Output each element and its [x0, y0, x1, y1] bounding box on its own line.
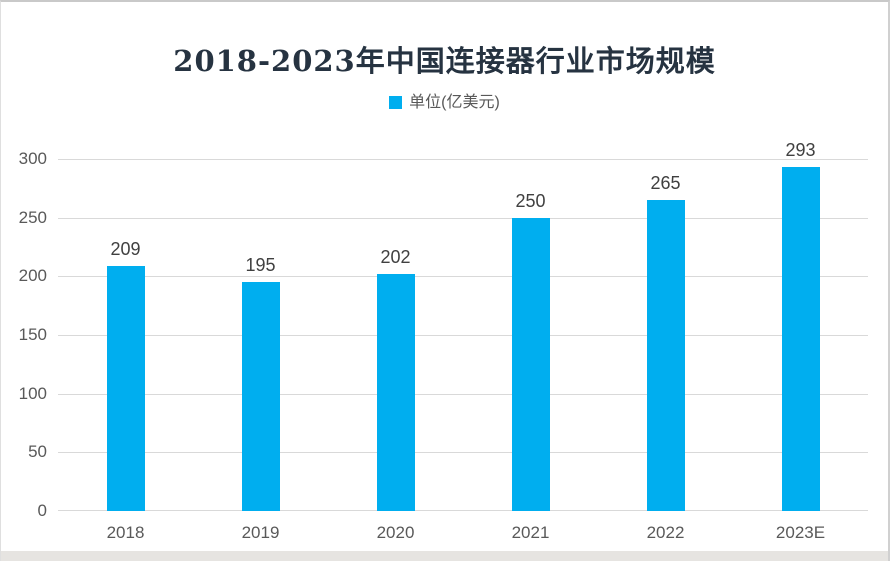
- x-axis-tick-label: 2018: [106, 523, 145, 542]
- bar-value-label: 209: [110, 238, 141, 259]
- bar: [646, 200, 685, 511]
- bar-value-label: 195: [245, 255, 276, 276]
- bar: [781, 167, 820, 511]
- x-axis-tick-label: 2022: [646, 523, 685, 542]
- x-axis-tick-label: 2019: [241, 523, 280, 542]
- y-axis-tick-label: 100: [18, 383, 47, 403]
- chart-legend: 单位(亿美元): [1, 94, 888, 111]
- y-axis-tick-label: 50: [28, 442, 47, 462]
- gridline: [58, 159, 868, 160]
- bar-value-label: 293: [785, 140, 816, 161]
- x-axis-tick-label: 2023E: [775, 523, 826, 542]
- gridline: [58, 393, 868, 395]
- y-axis-tick-label: 200: [18, 266, 47, 286]
- x-axis-tick-label: 2021: [511, 523, 550, 542]
- bar: [241, 282, 280, 511]
- gridline: [58, 335, 868, 336]
- y-axis-tick-label: 0: [37, 501, 47, 520]
- bar: [376, 274, 415, 511]
- legend-label: 单位(亿美元): [409, 94, 500, 111]
- legend-color-swatch-icon: [389, 96, 403, 109]
- x-axis-tick-label: 2020: [376, 523, 415, 542]
- bar-value-label: 202: [380, 247, 411, 267]
- bar-value-label: 250: [515, 190, 546, 211]
- gridline: [58, 217, 868, 219]
- gridline: [58, 452, 868, 454]
- y-axis-tick-label: 150: [18, 325, 47, 344]
- bottom-border-strip: [1, 551, 888, 561]
- bar: [511, 217, 550, 511]
- bar: [106, 265, 145, 511]
- y-axis-tick-label: 250: [18, 207, 47, 227]
- y-axis-tick-label: 300: [18, 149, 47, 168]
- gridline: [58, 276, 868, 278]
- plot-area: 0 50 100 150 200 250 300 209 2018 195 2019 202 2020 2…: [19, 141, 868, 541]
- gridline: [58, 510, 868, 511]
- chart-title: 2018-2023年中国连接器行业市场规模: [173, 44, 716, 78]
- bar-value-label: 265: [650, 173, 681, 194]
